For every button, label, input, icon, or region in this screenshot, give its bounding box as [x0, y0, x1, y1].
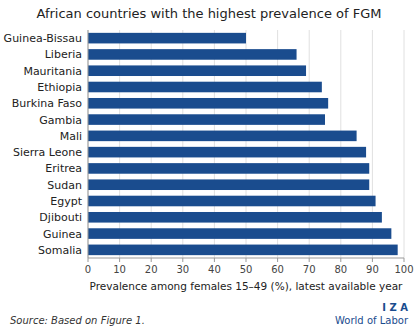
tick-mark: [151, 258, 152, 262]
bar: [88, 179, 369, 190]
tick-label: 10: [113, 264, 126, 275]
grid-line: [309, 30, 310, 258]
grid-line: [277, 30, 278, 258]
grid-line: [372, 30, 373, 258]
tick-mark: [88, 258, 89, 262]
x-axis-label: Prevalence among females 15–49 (%), late…: [90, 280, 404, 292]
annotation: I Z A: [382, 302, 408, 313]
category-label: Djibouti: [39, 211, 82, 224]
source: Source: Based on Figure 1.: [10, 315, 145, 326]
category-label: Guinea-Bissau: [4, 32, 82, 45]
category-label: Guinea: [43, 228, 82, 241]
tick-mark: [277, 258, 278, 262]
tick-label: 0: [85, 264, 91, 275]
bars: [88, 33, 398, 255]
category-label: Mali: [60, 130, 82, 143]
grid-line: [88, 30, 89, 258]
bar: [88, 196, 376, 207]
tick-label: 40: [208, 264, 221, 275]
grid-line: [214, 30, 215, 258]
tick-mark: [404, 258, 405, 262]
category-label: Liberia: [45, 48, 82, 61]
grid-line: [246, 30, 247, 258]
grid-line: [151, 30, 152, 258]
tick-mark: [372, 258, 373, 262]
grid-line: [404, 30, 405, 258]
y-labels: Somalia Guinea Djibouti Egypt Sudan Eritrea Si…: [4, 32, 83, 257]
tick-label: 100: [394, 264, 413, 275]
y-axis-line: [88, 30, 89, 258]
category-label: Sierra Leone: [13, 146, 82, 159]
category-label: Sudan: [47, 179, 82, 192]
category-label: Mauritania: [23, 65, 82, 78]
bar: [88, 245, 398, 256]
bar: [88, 163, 369, 174]
category-label: Somalia: [38, 244, 82, 257]
bar: [88, 65, 306, 76]
tick-mark: [246, 258, 247, 262]
tick-label: 30: [176, 264, 189, 275]
grid-line: [182, 30, 183, 258]
grid-line: [340, 30, 341, 258]
bar: [88, 131, 357, 142]
bar: [88, 49, 297, 60]
category-label: Eritrea: [45, 162, 82, 175]
tick-label: 70: [303, 264, 316, 275]
bar: [88, 147, 366, 158]
category-label: Burkina Faso: [12, 97, 82, 110]
bar: [88, 98, 328, 109]
bar: [88, 114, 325, 125]
category-label: Egypt: [50, 195, 82, 208]
bar: [88, 33, 246, 44]
tick-label: 50: [240, 264, 253, 275]
tick-label: 80: [334, 264, 347, 275]
tick-mark: [214, 258, 215, 262]
title: African countries with the highest preva…: [36, 6, 381, 21]
tick-mark: [119, 258, 120, 262]
chart-container: African countries with the highest preva…: [0, 0, 418, 335]
annotation: World of Labor: [335, 315, 409, 326]
x-axis-line: [88, 258, 404, 259]
grid-line: [119, 30, 120, 258]
category-label: Ethiopia: [37, 81, 82, 94]
bar: [88, 228, 391, 239]
bar: [88, 82, 322, 93]
x-ticks: 0 10 20 30 40 50 60 70 80 90 100: [85, 258, 414, 275]
grid: [88, 30, 404, 258]
bar: [88, 212, 382, 223]
tick-label: 20: [145, 264, 158, 275]
tick-mark: [340, 258, 341, 262]
tick-label: 90: [366, 264, 379, 275]
chart: African countries with the highest preva…: [0, 0, 418, 335]
tick-mark: [309, 258, 310, 262]
tick-mark: [182, 258, 183, 262]
tick-label: 60: [271, 264, 284, 275]
category-label: Gambia: [39, 114, 82, 127]
